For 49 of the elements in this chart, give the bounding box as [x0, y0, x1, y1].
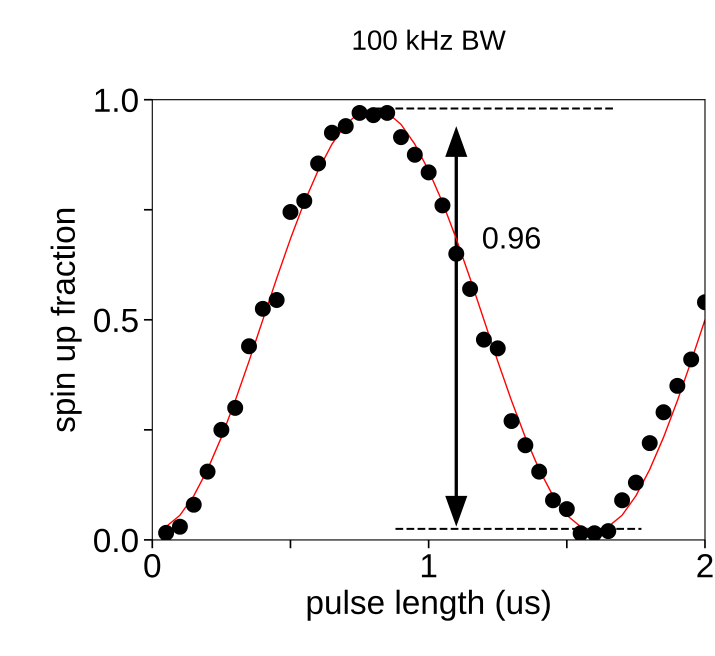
point — [200, 464, 216, 480]
chart-title: 100 kHz BW — [354, 30, 506, 50]
point — [213, 422, 230, 438]
point — [462, 281, 478, 297]
x-tick-label: 0 — [144, 554, 160, 578]
point — [268, 292, 285, 308]
point — [558, 501, 575, 518]
point — [186, 496, 202, 513]
point — [241, 338, 257, 354]
y-tick-label: 0.5 — [94, 308, 138, 332]
point — [282, 204, 298, 220]
y-tick-label: 1.0 — [95, 88, 138, 112]
point — [254, 300, 271, 317]
point — [448, 246, 464, 262]
point — [296, 192, 312, 209]
y-tick-label: 0.0 — [94, 528, 138, 552]
point — [545, 492, 561, 508]
point — [628, 474, 644, 491]
x-axis-title: pulse length (us) — [308, 590, 550, 621]
point — [490, 340, 506, 356]
point — [476, 332, 492, 348]
point — [393, 129, 409, 146]
point — [614, 492, 630, 508]
point — [683, 351, 700, 368]
point — [338, 118, 354, 134]
point — [406, 146, 423, 163]
point — [379, 104, 396, 121]
point — [517, 437, 534, 454]
point — [434, 197, 450, 214]
point — [324, 124, 340, 141]
point — [352, 104, 368, 121]
point — [227, 400, 244, 416]
point — [669, 378, 686, 394]
point — [600, 523, 616, 540]
point — [172, 518, 188, 535]
point — [365, 107, 382, 124]
y-axis-title: spin up fraction — [50, 208, 82, 432]
x-tick-label: 2 — [697, 554, 713, 578]
point — [531, 464, 548, 480]
annotation: 0.96 — [483, 227, 540, 249]
point — [504, 413, 520, 430]
point — [656, 404, 672, 420]
point — [158, 524, 174, 540]
point — [572, 525, 589, 540]
point — [642, 435, 658, 452]
point — [310, 156, 326, 172]
x-tick-label: 1 — [422, 554, 436, 578]
point — [586, 525, 602, 540]
point — [420, 164, 437, 180]
